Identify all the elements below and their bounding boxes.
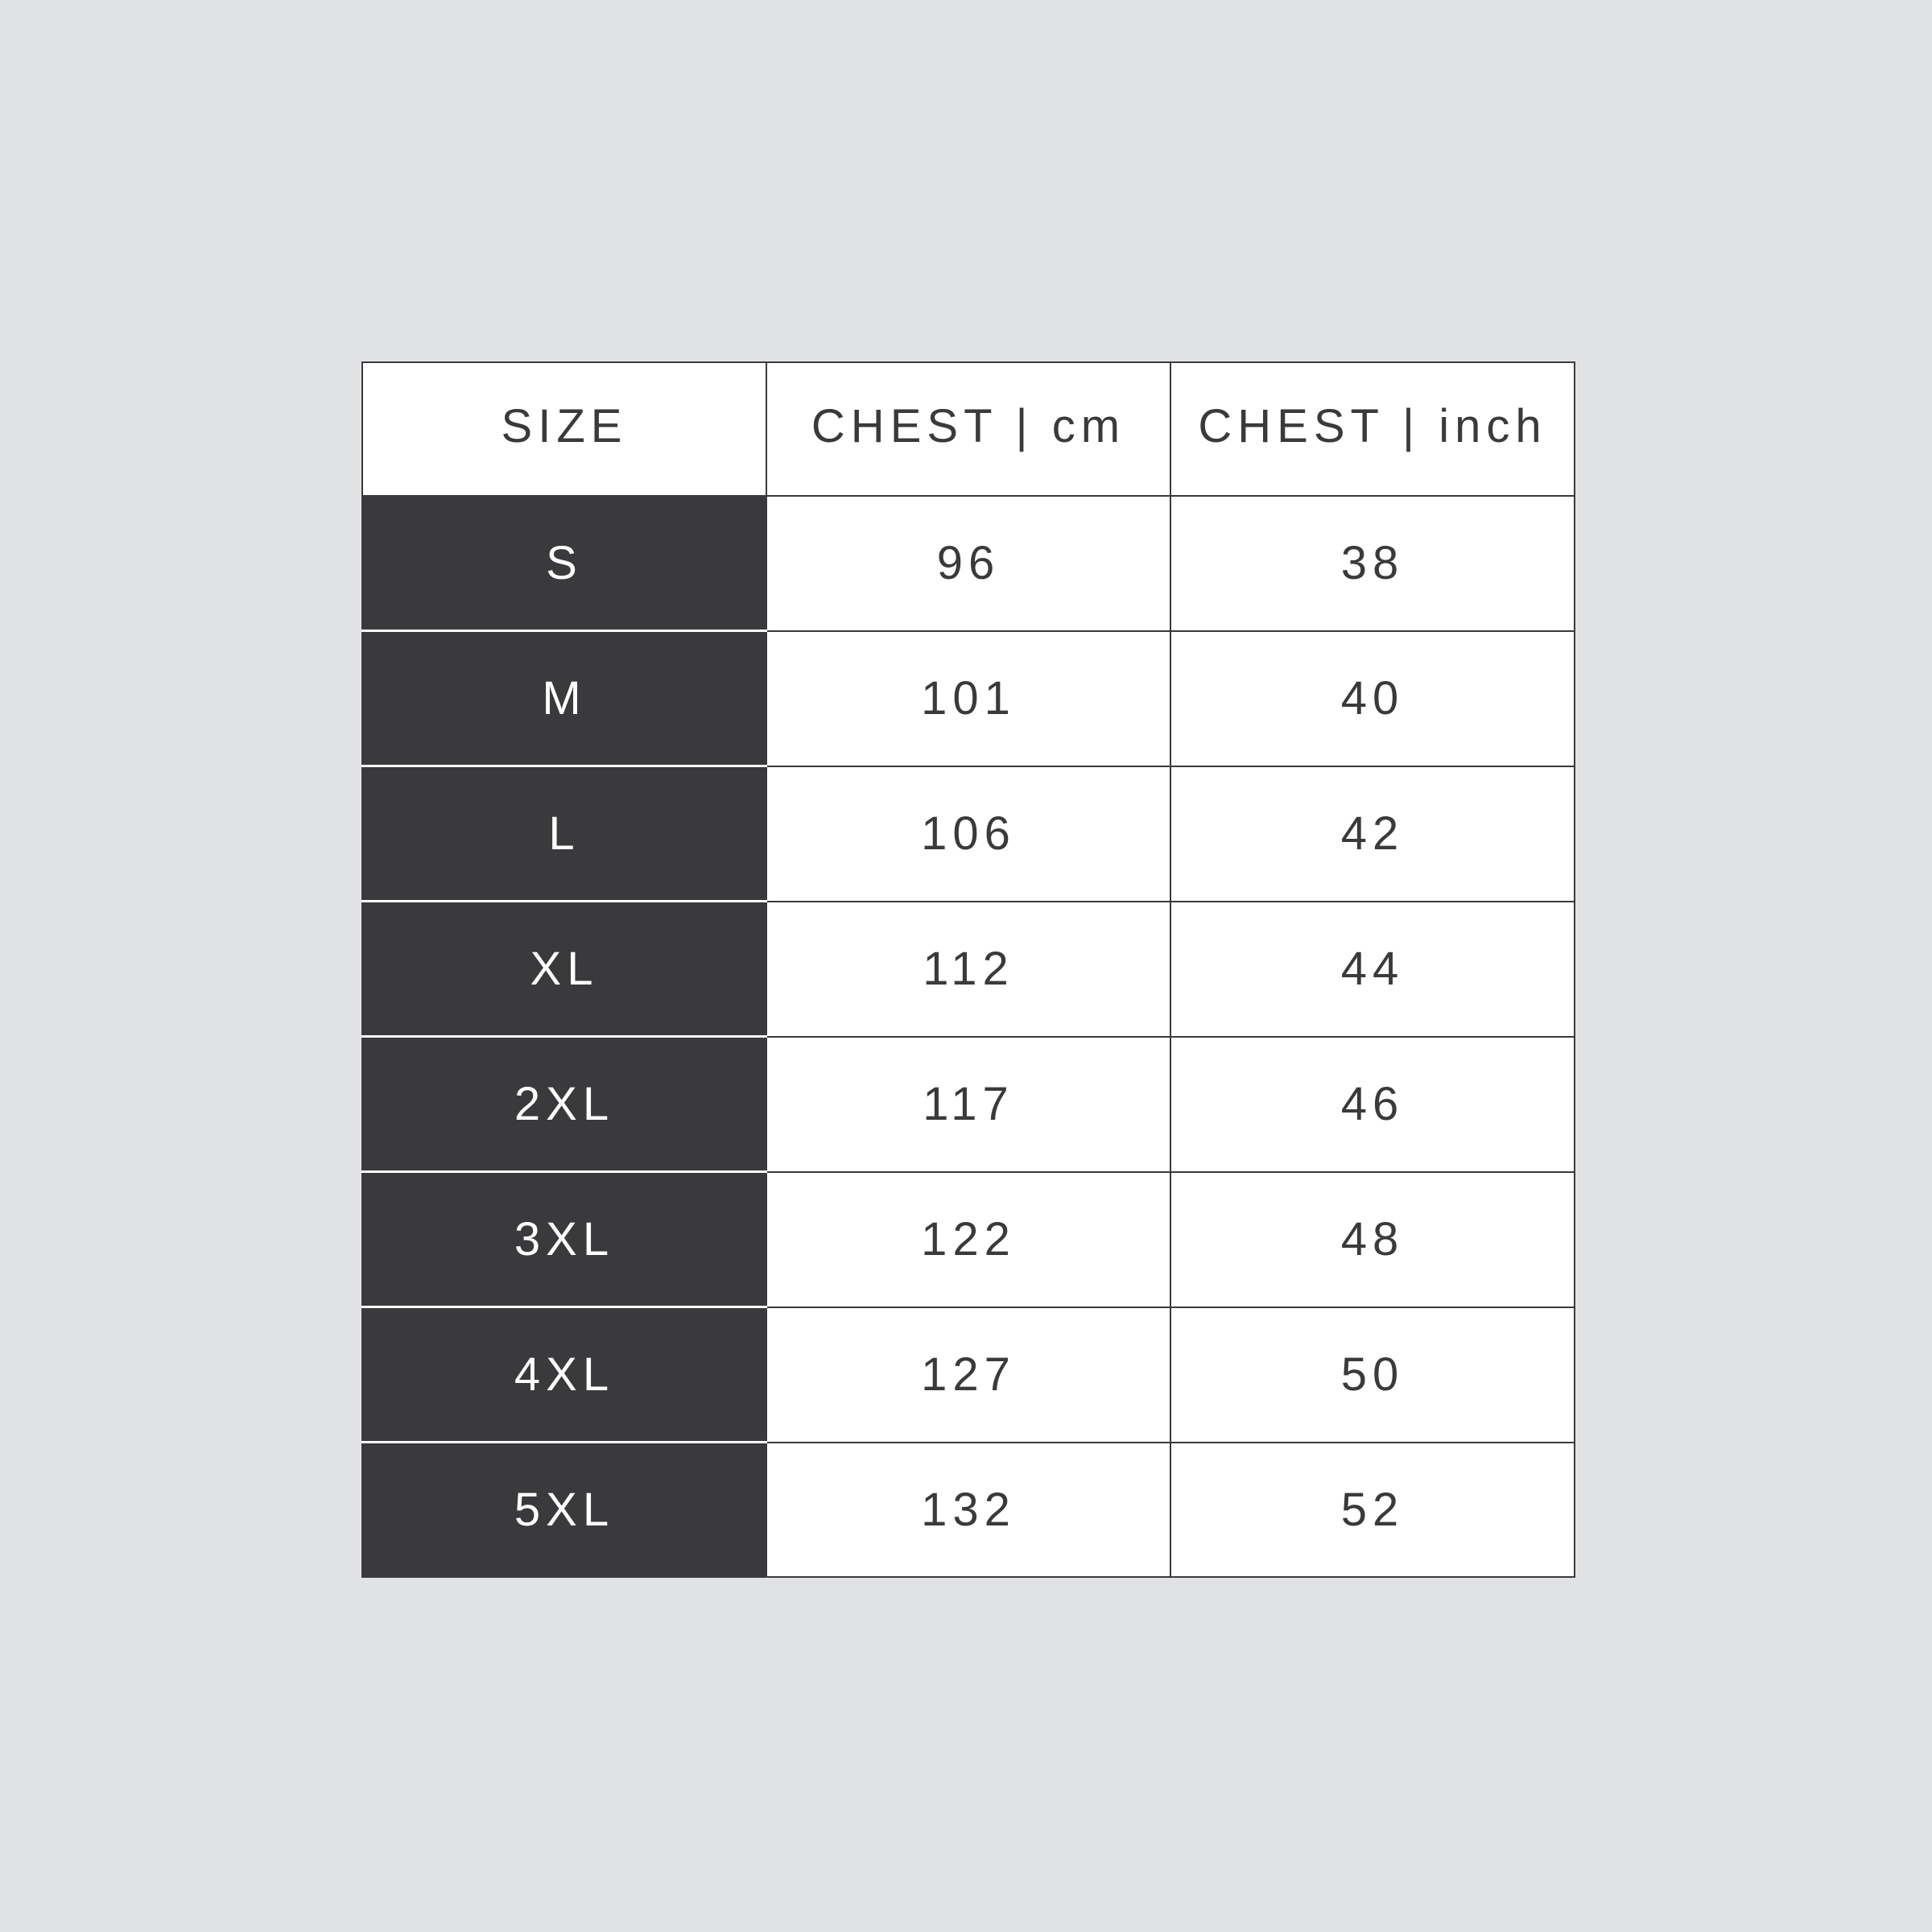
chest-cm-cell: 101 bbox=[766, 630, 1171, 767]
size-cell: 3XL bbox=[361, 1170, 767, 1308]
table-row: 2XL 117 46 bbox=[361, 1035, 1575, 1173]
size-cell: 2XL bbox=[361, 1035, 767, 1173]
chest-inch-cell: 38 bbox=[1170, 495, 1575, 632]
header-chest-cm-label: CHEST | cm bbox=[811, 399, 1126, 452]
header-size: SIZE bbox=[361, 361, 767, 497]
chest-inch-cell: 52 bbox=[1170, 1441, 1575, 1578]
size-chart-table: SIZE CHEST | cm CHEST | inch S 96 38 M 101 40… bbox=[361, 361, 1575, 1578]
table-row: L 106 42 bbox=[361, 765, 1575, 902]
chest-cm-cell: 132 bbox=[766, 1441, 1171, 1578]
size-cell: S bbox=[361, 495, 767, 632]
chest-cm-cell: 127 bbox=[766, 1306, 1171, 1443]
header-row: SIZE CHEST | cm CHEST | inch bbox=[361, 361, 1575, 497]
size-cell: XL bbox=[361, 900, 767, 1038]
header-chest-cm: CHEST | cm bbox=[766, 361, 1171, 497]
chest-cm-cell: 122 bbox=[766, 1170, 1171, 1308]
chest-inch-cell: 46 bbox=[1170, 1035, 1575, 1173]
chest-inch-cell: 50 bbox=[1170, 1306, 1575, 1443]
chest-inch-cell: 42 bbox=[1170, 765, 1575, 902]
header-chest-inch: CHEST | inch bbox=[1170, 361, 1575, 497]
size-cell: L bbox=[361, 765, 767, 902]
chest-cm-cell: 96 bbox=[766, 495, 1171, 632]
table-row: S 96 38 bbox=[361, 495, 1575, 632]
size-cell: 4XL bbox=[361, 1306, 767, 1443]
header-chest-inch-label: CHEST | inch bbox=[1198, 399, 1547, 452]
table-row: 3XL 122 48 bbox=[361, 1170, 1575, 1308]
table-row: 5XL 132 52 bbox=[361, 1441, 1575, 1578]
chest-inch-cell: 40 bbox=[1170, 630, 1575, 767]
table-row: 4XL 127 50 bbox=[361, 1306, 1575, 1443]
chest-cm-cell: 117 bbox=[766, 1035, 1171, 1173]
table-row: XL 112 44 bbox=[361, 900, 1575, 1038]
header-size-label: SIZE bbox=[501, 399, 628, 452]
chest-cm-cell: 106 bbox=[766, 765, 1171, 902]
table-row: M 101 40 bbox=[361, 630, 1575, 767]
chest-inch-cell: 48 bbox=[1170, 1170, 1575, 1308]
chest-inch-cell: 44 bbox=[1170, 900, 1575, 1038]
size-cell: M bbox=[361, 630, 767, 767]
chest-cm-cell: 112 bbox=[766, 900, 1171, 1038]
size-cell: 5XL bbox=[361, 1441, 767, 1578]
